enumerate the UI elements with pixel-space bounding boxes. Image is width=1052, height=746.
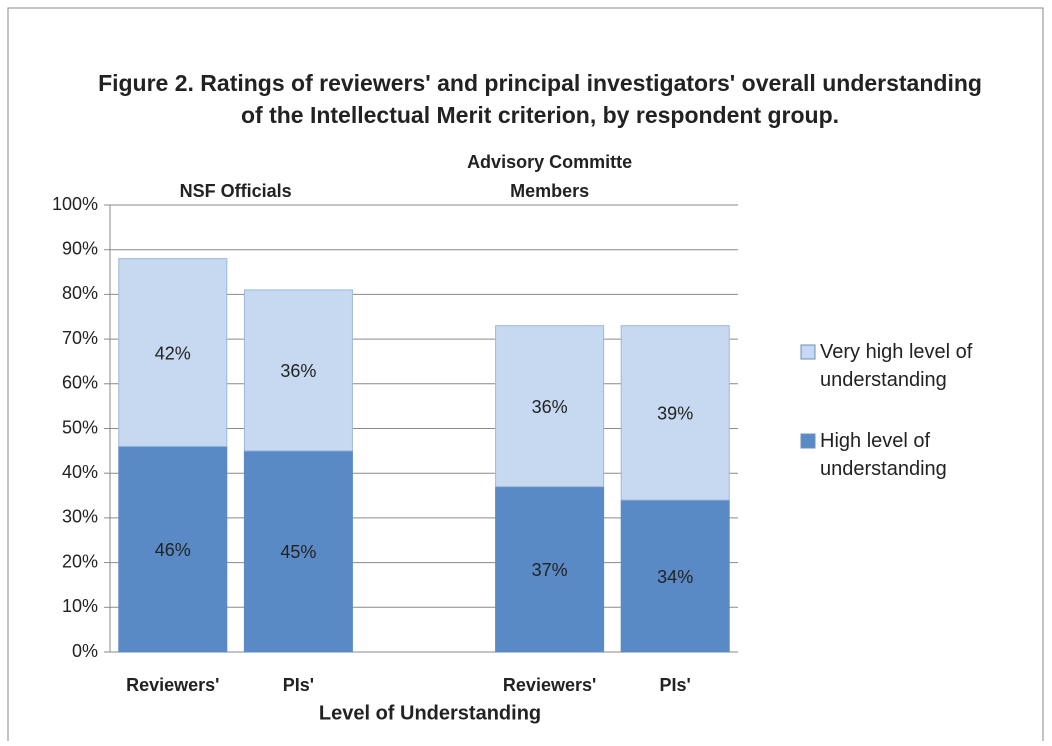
data-label: 39% (657, 404, 693, 424)
bar-segment (243, 289, 353, 452)
data-label: 36% (532, 397, 568, 417)
bar-segment (620, 325, 730, 501)
x-tick-label: Reviewers' (503, 675, 596, 695)
data-label: 34% (657, 567, 693, 587)
data-label: 37% (532, 560, 568, 580)
x-tick-label: PIs' (283, 675, 314, 695)
y-tick-label: 30% (62, 507, 98, 527)
y-tick-label: 60% (62, 373, 98, 393)
legend-label: Very high level of understanding (820, 341, 973, 391)
y-tick-label: 80% (62, 283, 98, 303)
y-tick-label: 20% (62, 551, 98, 571)
y-tick-label: 40% (62, 462, 98, 482)
y-tick-label: 90% (62, 238, 98, 258)
data-label: 42% (155, 343, 191, 363)
legend-entry: High level of understanding (820, 430, 947, 480)
legend-swatch (800, 344, 816, 360)
group-label: NSF Officials (180, 181, 292, 201)
x-axis-label: Level of Understanding (319, 702, 541, 724)
bar-segment (118, 258, 228, 447)
data-label: 36% (280, 361, 316, 381)
data-label: 46% (155, 540, 191, 560)
y-tick-label: 70% (62, 328, 98, 348)
bar-segment (495, 486, 605, 653)
x-tick-label: PIs' (660, 675, 691, 695)
group-label: Members (510, 181, 589, 201)
chart-title: Figure 2. Ratings of reviewers' and prin… (98, 70, 982, 96)
legend-swatch (800, 433, 816, 449)
y-tick-label: 100% (52, 194, 98, 214)
bar-segment (620, 499, 730, 653)
bar-segment (118, 445, 228, 653)
bar-segment (243, 450, 353, 653)
y-tick-label: 0% (72, 641, 98, 661)
data-label: 45% (280, 542, 316, 562)
legend-entry: Very high level of understanding (820, 341, 973, 391)
bar-segment (495, 325, 605, 488)
y-tick-label: 50% (62, 417, 98, 437)
chart-title: of the Intellectual Merit criterion, by … (241, 102, 839, 128)
legend-label: High level of understanding (820, 430, 947, 480)
group-label: Advisory Committe (467, 152, 632, 172)
y-tick-label: 10% (62, 596, 98, 616)
x-tick-label: Reviewers' (126, 675, 219, 695)
